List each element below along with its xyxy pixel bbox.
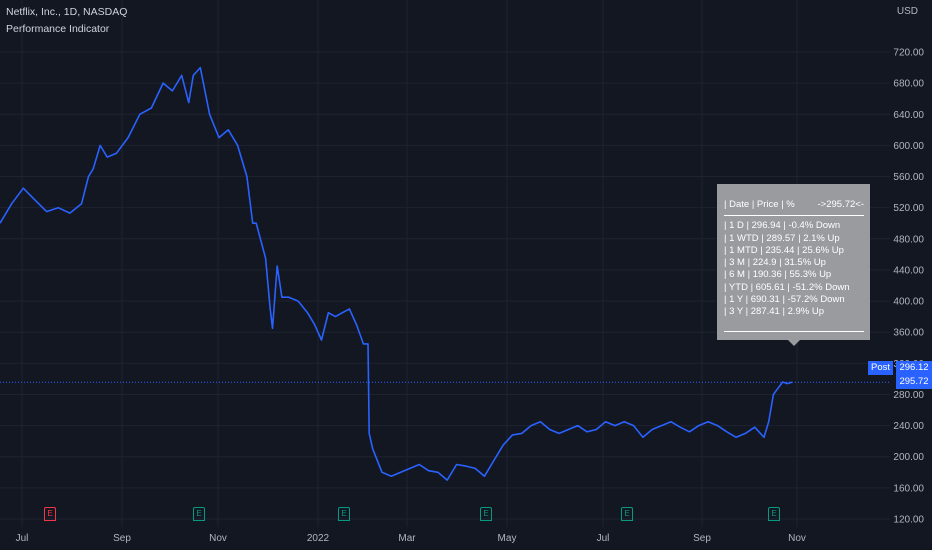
earnings-event-icon[interactable]: E xyxy=(621,507,633,521)
x-tick-label: Mar xyxy=(398,533,416,544)
x-tick-label: Sep xyxy=(693,533,711,544)
x-tick-label: Nov xyxy=(209,533,227,544)
earnings-event-icon[interactable]: E xyxy=(338,507,350,521)
y-tick-label: 440.00 xyxy=(893,265,924,276)
x-tick-label: Jul xyxy=(597,533,610,544)
x-tick-label: 2022 xyxy=(307,533,330,544)
tooltip-row: | 1 Y | 690.31 | -57.2% Down xyxy=(724,294,845,306)
tooltip-row: | 6 M | 190.36 | 55.3% Up xyxy=(724,269,832,281)
y-tick-label: 200.00 xyxy=(893,452,924,463)
tooltip-divider xyxy=(724,330,864,332)
tooltip-header-left: | Date | Price | % xyxy=(724,199,795,210)
tooltip-row: | 1 WTD | 289.57 | 2.1% Up xyxy=(724,232,840,244)
y-axis: 120.00160.00200.00240.00280.00320.00360.… xyxy=(893,48,924,526)
earnings-event-icon[interactable]: E xyxy=(768,507,780,521)
x-tick-label: Jul xyxy=(16,533,29,544)
y-tick-label: 720.00 xyxy=(893,48,924,59)
y-tick-label: 520.00 xyxy=(893,203,924,214)
indicator-name[interactable]: Performance Indicator xyxy=(6,23,110,35)
chart-title: Netflix, Inc., 1D, NASDAQ xyxy=(6,6,128,18)
price-line-layer xyxy=(0,66,793,481)
post-price-tag: 296.12 xyxy=(896,361,932,375)
y-tick-label: 600.00 xyxy=(893,141,924,152)
price-series-line xyxy=(0,66,793,481)
tooltip-row: | 1 MTD | 235.44 | 25.6% Up xyxy=(724,244,844,256)
y-tick-label: 120.00 xyxy=(893,515,924,526)
y-tick-label: 160.00 xyxy=(893,483,924,494)
y-tick-label: 560.00 xyxy=(893,172,924,183)
tooltip-divider xyxy=(724,215,864,217)
y-tick-label: 280.00 xyxy=(893,390,924,401)
y-tick-label: 480.00 xyxy=(893,234,924,245)
performance-tooltip: | Date | Price | % ->295.72<- | 1 D | 29… xyxy=(717,184,870,340)
tooltip-pointer xyxy=(788,340,800,346)
y-tick-label: 240.00 xyxy=(893,421,924,432)
post-label: Post xyxy=(868,361,893,375)
tooltip-header-right: ->295.72<- xyxy=(817,199,864,210)
y-tick-label: 680.00 xyxy=(893,79,924,90)
x-tick-label: Nov xyxy=(788,533,806,544)
y-tick-label: 360.00 xyxy=(893,328,924,339)
x-tick-label: May xyxy=(498,533,517,544)
tooltip-row: | 1 D | 296.94 | -0.4% Down xyxy=(724,220,841,232)
x-axis: Jul Sep Nov 2022 Mar May Jul Sep Nov xyxy=(16,533,806,544)
tooltip-row: | 3 M | 224.9 | 31.5% Up xyxy=(724,257,826,269)
tooltip-header: | Date | Price | % ->295.72<- xyxy=(724,199,864,211)
tooltip-row: | 3 Y | 287.41 | 2.9% Up xyxy=(724,306,825,318)
last-price-tag: 295.72 xyxy=(896,375,932,389)
y-tick-label: 640.00 xyxy=(893,110,924,121)
tooltip-row: | YTD | 605.61 | -51.2% Down xyxy=(724,281,850,293)
x-tick-label: Sep xyxy=(113,533,131,544)
earnings-event-icon[interactable]: E xyxy=(44,507,56,521)
y-tick-label: 400.00 xyxy=(893,297,924,308)
currency-label: USD xyxy=(896,6,918,17)
earnings-event-icon[interactable]: E xyxy=(480,507,492,521)
earnings-event-icon[interactable]: E xyxy=(193,507,205,521)
